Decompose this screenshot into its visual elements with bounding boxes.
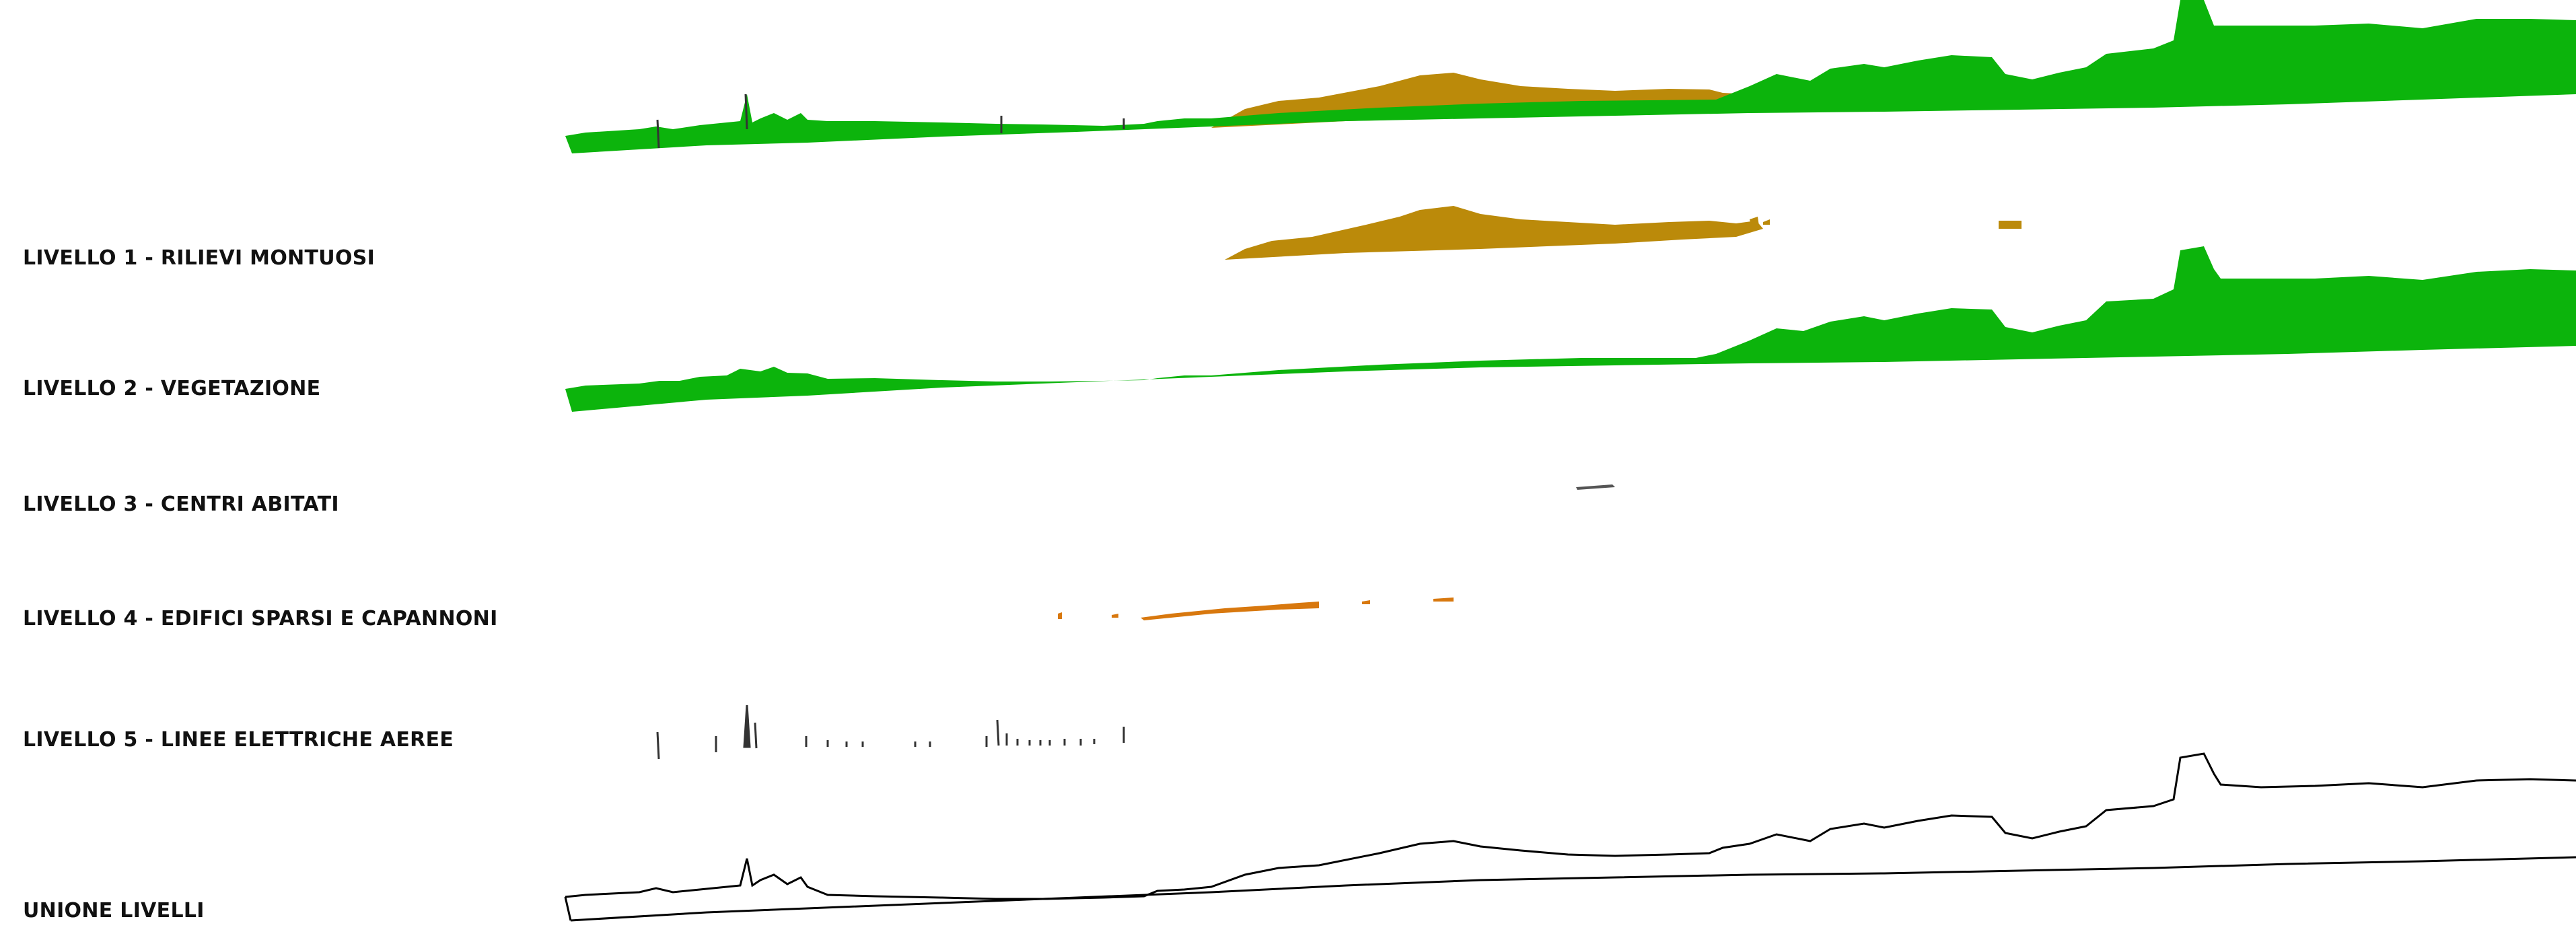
layer-1-label: LIVELLO 1 - RILIEVI MONTUOSI — [23, 246, 375, 270]
layer-union-outline — [564, 752, 2576, 922]
composite-vegetation — [565, 0, 2576, 153]
composite-profile — [565, 0, 2576, 153]
union-left-edge — [564, 896, 572, 921]
building-small-4 — [1433, 597, 1454, 602]
layer-5-label: LIVELLO 5 - LINEE ELETTRICHE AEREE — [23, 728, 454, 752]
layer-2-vegetation — [565, 246, 2576, 412]
building-small-2 — [1112, 614, 1118, 618]
power-pylon — [743, 704, 751, 748]
building-small-1 — [1058, 612, 1062, 619]
union-skyline-path — [565, 752, 2576, 900]
layer-3-label: LIVELLO 3 - CENTRI ABITATI — [23, 493, 339, 516]
building-strip-main — [1141, 602, 1319, 620]
mountain-fragment-2 — [1763, 219, 1770, 225]
vegetation-silhouette — [565, 246, 2576, 412]
building-small-3 — [1362, 600, 1370, 604]
layer-4-buildings — [1058, 597, 1454, 620]
settlement-strip — [1576, 484, 1615, 490]
layer-3-settlements — [1576, 484, 1615, 490]
composite-power-poles — [656, 94, 1125, 149]
mountain-fragment-1 — [1750, 217, 1759, 226]
layer-5-power-lines — [656, 704, 1125, 760]
mountain-fragment-3 — [1999, 221, 2022, 229]
mountain-silhouette — [1225, 206, 1763, 260]
union-label: UNIONE LIVELLI — [23, 899, 205, 922]
union-ground-line — [570, 856, 2576, 922]
layer-1-mountains — [1225, 206, 2022, 260]
layer-4-label: LIVELLO 4 - EDIFICI SPARSI E CAPANNONI — [23, 607, 498, 630]
layer-2-label: LIVELLO 2 - VEGETAZIONE — [23, 377, 321, 400]
